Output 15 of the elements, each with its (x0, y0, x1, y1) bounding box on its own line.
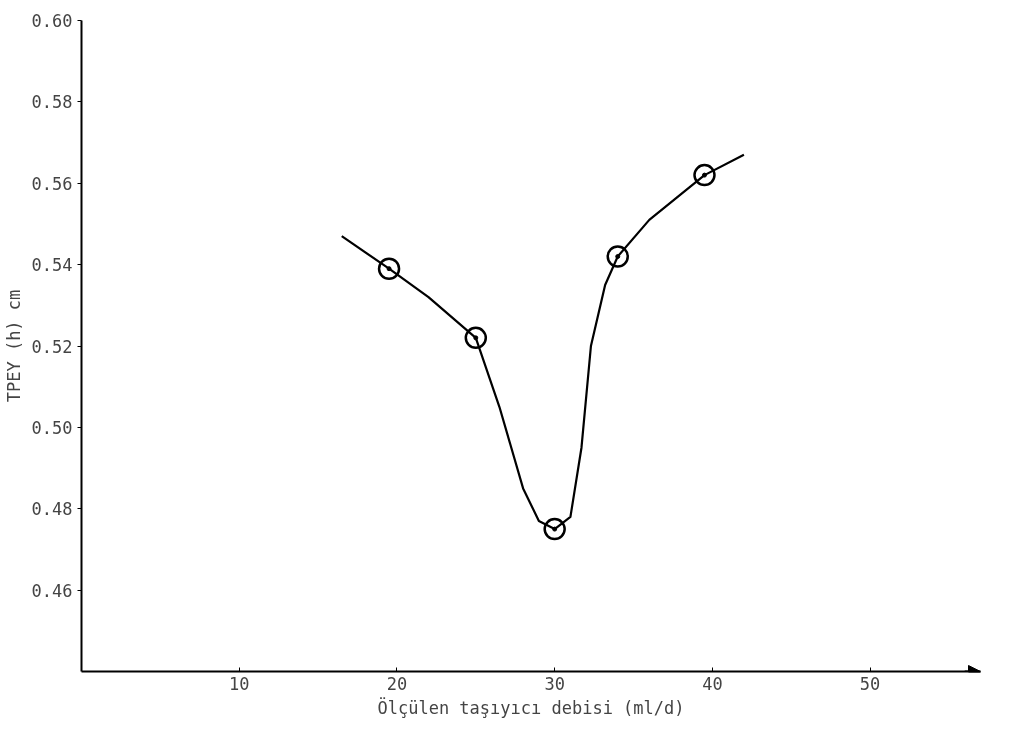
x-tick-label: 40 (702, 673, 723, 694)
x-tick-label: 20 (386, 673, 408, 694)
y-tick-label: 0.52 (31, 336, 73, 357)
x-tick-label: 10 (228, 673, 250, 694)
x-tick-label: 50 (859, 673, 881, 694)
y-tick-label: 0.50 (31, 417, 73, 438)
y-tick-label: 0.60 (31, 11, 73, 31)
y-tick-label: 0.46 (31, 580, 73, 601)
y-tick-label: 0.48 (31, 499, 73, 520)
y-tick-label: 0.58 (31, 92, 73, 113)
y-axis-title: TPEY (h) cm (3, 289, 24, 403)
y-tick-label: 0.56 (31, 173, 73, 194)
y-tick-label: 0.54 (31, 255, 73, 276)
x-tick-label: 30 (544, 673, 565, 694)
x-axis-title: Ölçülen taşıyıcı debisi (ml/d) (377, 696, 685, 718)
